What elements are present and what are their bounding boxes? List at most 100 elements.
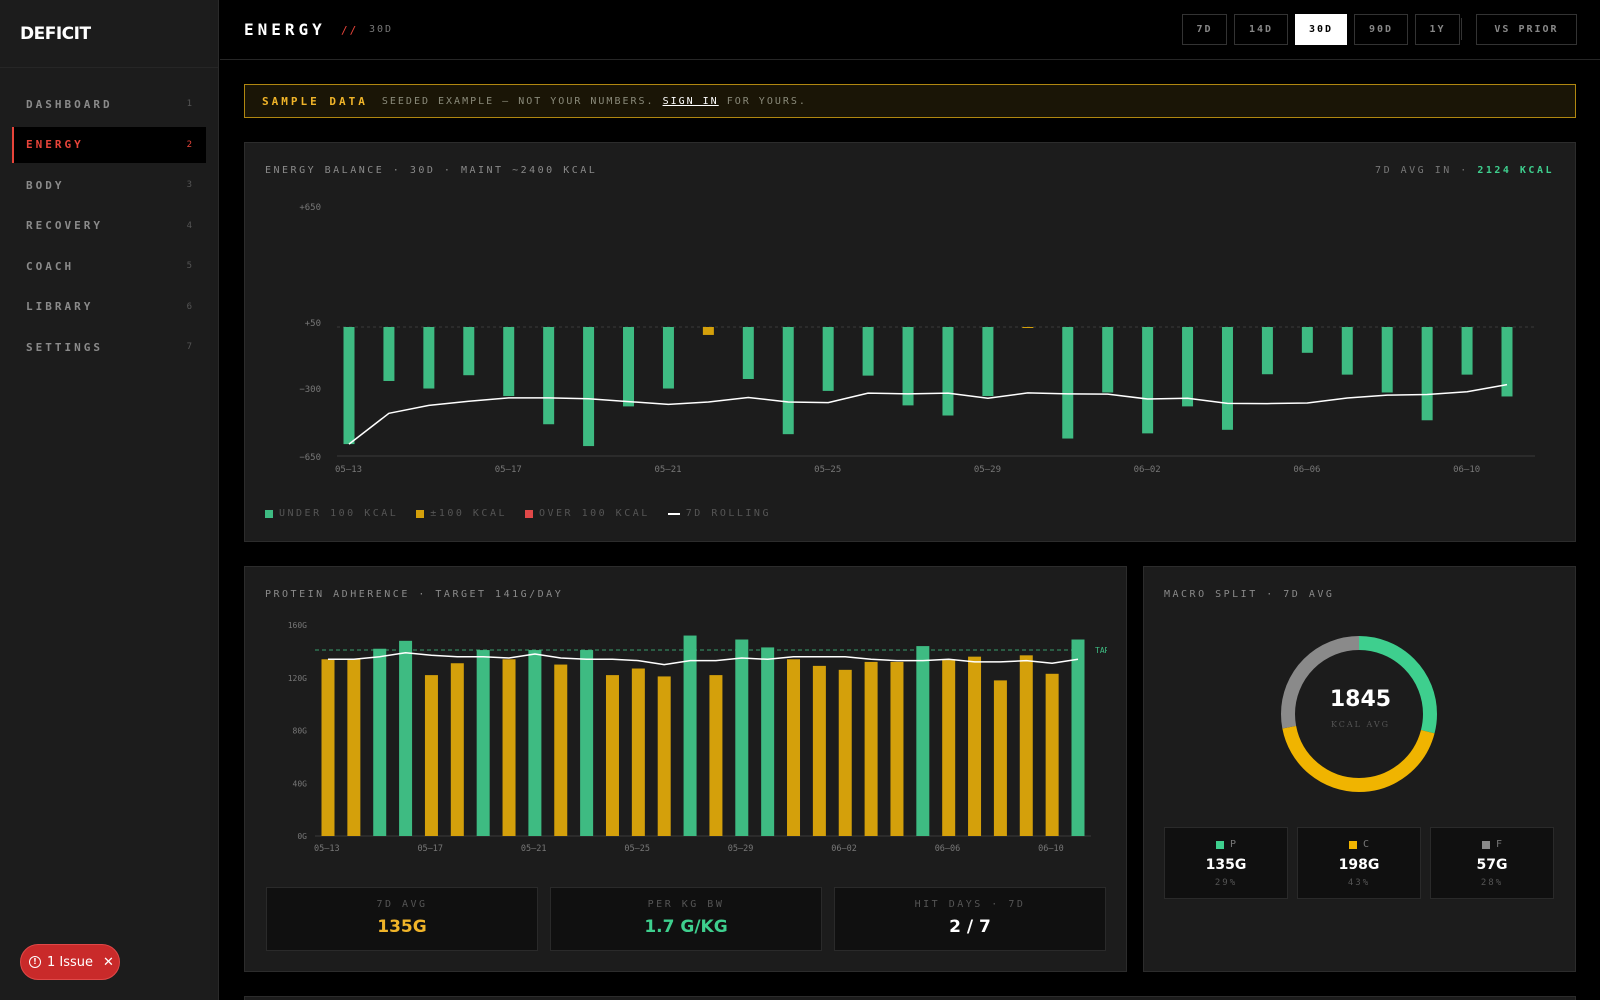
legend-label: OVER 100 KCAL (538, 508, 650, 519)
energy-bar[interactable] (742, 327, 754, 379)
sidebar-item-library[interactable]: LIBRARY 6 (12, 289, 206, 325)
protein-bar[interactable] (502, 659, 516, 836)
energy-x-tick: 05–17 (495, 465, 522, 475)
energy-bar[interactable] (383, 327, 395, 381)
energy-bar[interactable] (1261, 327, 1273, 375)
range-button-90d[interactable]: 90D (1354, 14, 1408, 45)
protein-bar[interactable] (476, 650, 490, 836)
protein-bar[interactable] (683, 635, 697, 836)
protein-bar[interactable] (347, 659, 361, 836)
top-header: ENERGY // 30D 7D 14D 30D 90D 1Y VS PRIOR (220, 0, 1600, 60)
sidebar-item-label: COACH (26, 259, 75, 273)
sidebar-item-settings[interactable]: SETTINGS 7 (12, 329, 206, 365)
legend-line-swatch (667, 512, 680, 515)
title-separator: // (341, 24, 359, 37)
protein-bar[interactable] (399, 640, 413, 836)
energy-bar[interactable] (463, 327, 475, 376)
range-button-14d[interactable]: 14D (1234, 14, 1288, 45)
legend-item: ±100 KCAL (416, 508, 507, 519)
energy-bar[interactable] (1341, 327, 1353, 375)
energy-bar[interactable] (503, 327, 515, 397)
protein-bar[interactable] (709, 675, 723, 836)
sidebar-item-coach[interactable]: COACH 5 (12, 248, 206, 284)
macro-chart-title: MACRO SPLIT · 7D AVG (1164, 589, 1335, 600)
range-button-7d[interactable]: 7D (1182, 14, 1227, 45)
donut-slice-f[interactable] (1281, 636, 1437, 792)
energy-bar[interactable] (902, 327, 914, 406)
issue-badge[interactable]: ! 1 Issue ✕ (20, 944, 120, 980)
protein-bar[interactable] (605, 675, 619, 836)
protein-bar[interactable] (631, 668, 645, 836)
energy-bar[interactable] (1501, 327, 1513, 397)
protein-x-tick: 06–10 (1038, 844, 1064, 854)
protein-bar[interactable] (735, 639, 749, 836)
compare-prior-button[interactable]: VS PRIOR (1476, 14, 1577, 45)
donut-slice-c[interactable] (1281, 636, 1437, 792)
protein-bar[interactable] (554, 664, 568, 836)
protein-bar[interactable] (373, 648, 387, 836)
energy-bar[interactable] (1182, 327, 1194, 407)
protein-bar[interactable] (761, 647, 775, 836)
protein-bar[interactable] (657, 676, 671, 836)
protein-bar[interactable] (916, 646, 930, 836)
sign-in-link[interactable]: SIGN IN (662, 95, 719, 107)
energy-bar[interactable] (702, 327, 714, 335)
sidebar-item-number: 4 (186, 220, 192, 231)
protein-bar[interactable] (1071, 639, 1085, 836)
protein-bar[interactable] (787, 659, 801, 836)
sidebar-item-dashboard[interactable]: DASHBOARD 1 (12, 86, 206, 122)
protein-bar[interactable] (424, 675, 438, 836)
protein-bar[interactable] (838, 669, 852, 836)
protein-x-tick: 05–17 (417, 844, 443, 854)
protein-bar[interactable] (450, 663, 464, 836)
protein-bar[interactable] (1019, 655, 1033, 836)
energy-bar[interactable] (862, 327, 874, 376)
protein-bar[interactable] (812, 665, 826, 836)
energy-y-tick: −300 (299, 385, 321, 395)
energy-bar[interactable] (1022, 327, 1034, 328)
protein-bar[interactable] (580, 650, 594, 836)
energy-bar[interactable] (343, 327, 355, 445)
energy-bar[interactable] (543, 327, 555, 425)
energy-bar[interactable] (782, 327, 794, 435)
energy-bar[interactable] (1142, 327, 1154, 434)
close-icon[interactable]: ✕ (103, 954, 114, 970)
energy-bar[interactable] (1421, 327, 1433, 421)
protein-y-tick: 0G (297, 832, 307, 841)
energy-bar[interactable] (1381, 327, 1393, 393)
energy-bar[interactable] (1301, 327, 1313, 353)
protein-bar[interactable] (968, 656, 982, 836)
energy-bar[interactable] (1461, 327, 1473, 375)
energy-bar[interactable] (822, 327, 834, 391)
app-logo[interactable]: DEFICIT (0, 0, 218, 68)
protein-bar[interactable] (321, 659, 335, 836)
stat-label: 7D AVG (376, 899, 428, 910)
sidebar-item-body[interactable]: BODY 3 (12, 167, 206, 203)
protein-bar[interactable] (993, 680, 1007, 836)
protein-bar[interactable] (942, 659, 956, 836)
protein-bar[interactable] (890, 661, 904, 836)
banner-text-after: FOR YOURS. (726, 95, 807, 107)
protein-y-tick: 160G (288, 621, 307, 630)
protein-bar[interactable] (1045, 673, 1059, 836)
sidebar-item-recovery[interactable]: RECOVERY 4 (12, 208, 206, 244)
sidebar-item-label: LIBRARY (26, 300, 94, 313)
page-title: ENERGY (244, 20, 326, 39)
energy-bar[interactable] (1102, 327, 1114, 393)
energy-bar[interactable] (1221, 327, 1233, 430)
energy-bar[interactable] (942, 327, 954, 416)
energy-bar[interactable] (423, 327, 435, 389)
energy-bar[interactable] (1062, 327, 1074, 439)
sidebar-item-energy[interactable]: ENERGY 2 (12, 126, 206, 163)
range-button-30d[interactable]: 30D (1295, 14, 1347, 45)
energy-bar[interactable] (982, 327, 994, 397)
range-button-1y[interactable]: 1Y (1415, 14, 1460, 45)
energy-bar[interactable] (662, 327, 674, 389)
energy-bar[interactable] (623, 327, 635, 407)
energy-bar[interactable] (583, 327, 595, 447)
protein-x-tick: 05–13 (314, 844, 340, 854)
protein-bar[interactable] (528, 650, 542, 836)
stat-label: PER KG BW (647, 899, 725, 910)
donut-center-value: 1845 (1329, 687, 1392, 712)
protein-bar[interactable] (864, 661, 878, 836)
